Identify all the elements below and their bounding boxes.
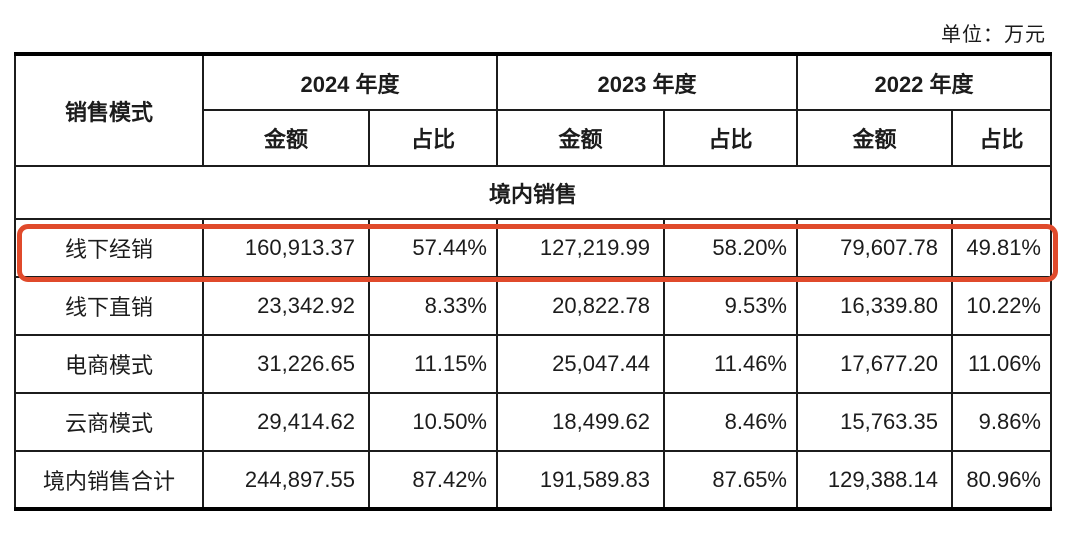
cell-amount-2023: 127,219.99: [496, 218, 665, 278]
cell-ratio-2022: 10.22%: [951, 276, 1052, 336]
header-row-years: 销售模式 2024 年度 2023 年度 2022 年度: [14, 53, 1052, 167]
cell-amount-2022: 15,763.35: [796, 392, 953, 452]
cell-amount-2024: 244,897.55: [202, 450, 370, 510]
unit-label: 单位：万元: [941, 24, 1046, 46]
year-header-2023: 2023 年度: [496, 53, 798, 111]
section-row-domestic-sales: 境内销售: [14, 165, 1052, 220]
column-header-sales-mode: 销售模式: [14, 53, 204, 167]
subheader-amount-2023: 金额: [496, 109, 665, 167]
cell-amount-2023: 18,499.62: [496, 392, 665, 452]
cell-mode: 线下直销: [14, 276, 204, 336]
subheader-amount-2024: 金额: [202, 109, 370, 167]
subheader-ratio-2022: 占比: [951, 109, 1052, 167]
cell-amount-2023: 25,047.44: [496, 334, 665, 394]
cell-mode: 云商模式: [14, 392, 204, 452]
section-label-domestic-sales: 境内销售: [14, 165, 1052, 220]
cell-ratio-2022: 11.06%: [951, 334, 1052, 394]
cell-ratio-2023: 8.46%: [663, 392, 798, 452]
cell-ratio-2024: 10.50%: [368, 392, 498, 452]
cell-ratio-2022: 49.81%: [951, 218, 1052, 278]
cell-mode: 电商模式: [14, 334, 204, 394]
cell-ratio-2023: 87.65%: [663, 450, 798, 510]
subheader-ratio-2023: 占比: [663, 109, 798, 167]
cell-ratio-2022: 9.86%: [951, 392, 1052, 452]
table-row-offline-distribution: 线下经销 160,913.37 57.44% 127,219.99 58.20%…: [14, 218, 1052, 278]
cell-amount-2024: 31,226.65: [202, 334, 370, 394]
cell-ratio-2023: 9.53%: [663, 276, 798, 336]
cell-amount-2022: 17,677.20: [796, 334, 953, 394]
cell-amount-2024: 160,913.37: [202, 218, 370, 278]
cell-ratio-2023: 11.46%: [663, 334, 798, 394]
cell-amount-2022: 16,339.80: [796, 276, 953, 336]
cell-ratio-2024: 57.44%: [368, 218, 498, 278]
cell-amount-2022: 129,388.14: [796, 450, 953, 510]
cell-ratio-2024: 11.15%: [368, 334, 498, 394]
cell-ratio-2023: 58.20%: [663, 218, 798, 278]
cell-amount-2023: 191,589.83: [496, 450, 665, 510]
subheader-ratio-2024: 占比: [368, 109, 498, 167]
domestic-sales-table: 销售模式 2024 年度 2023 年度 2022 年度 金额 占比 金额 占比…: [14, 52, 1052, 511]
cell-ratio-2024: 87.42%: [368, 450, 498, 510]
cell-mode: 境内销售合计: [14, 450, 204, 510]
cell-mode: 线下经销: [14, 218, 204, 278]
cell-amount-2024: 23,342.92: [202, 276, 370, 336]
cell-amount-2023: 20,822.78: [496, 276, 665, 336]
table-row-ecommerce-mode: 电商模式 31,226.65 11.15% 25,047.44 11.46% 1…: [14, 334, 1052, 394]
table-row-offline-direct-sales: 线下直销 23,342.92 8.33% 20,822.78 9.53% 16,…: [14, 276, 1052, 336]
cell-ratio-2024: 8.33%: [368, 276, 498, 336]
year-header-2022: 2022 年度: [796, 53, 1052, 111]
cell-amount-2022: 79,607.78: [796, 218, 953, 278]
subheader-amount-2022: 金额: [796, 109, 953, 167]
year-header-2024: 2024 年度: [202, 53, 498, 111]
cell-ratio-2022: 80.96%: [951, 450, 1052, 510]
cell-amount-2024: 29,414.62: [202, 392, 370, 452]
table-row-domestic-sales-total: 境内销售合计 244,897.55 87.42% 191,589.83 87.6…: [14, 450, 1052, 510]
header-row-subcolumns: 金额 占比 金额 占比 金额 占比: [15, 109, 1052, 167]
table-row-cloud-commerce-mode: 云商模式 29,414.62 10.50% 18,499.62 8.46% 15…: [14, 392, 1052, 452]
